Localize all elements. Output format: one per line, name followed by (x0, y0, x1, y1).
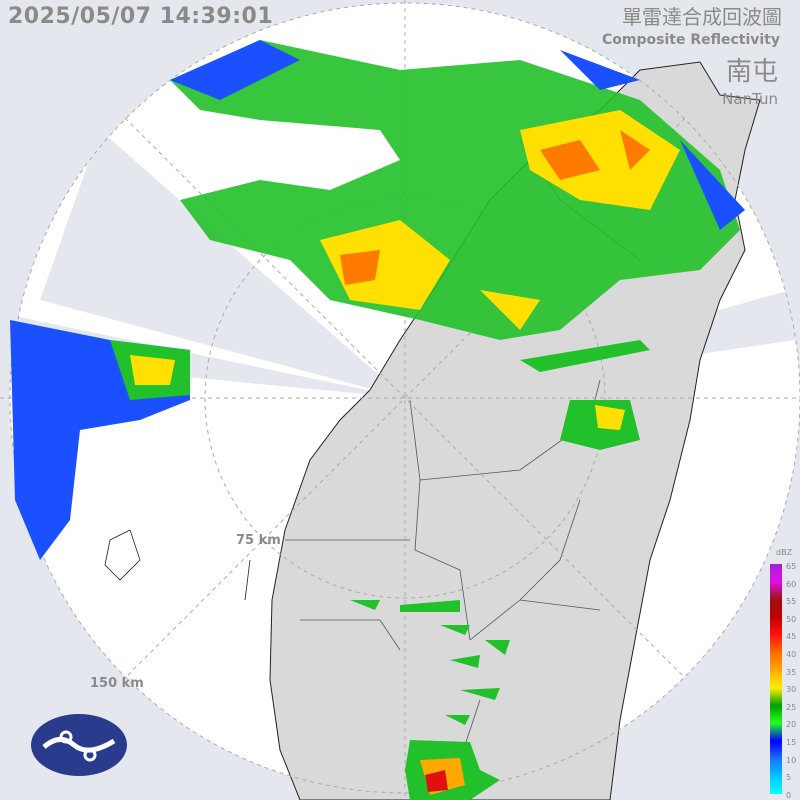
legend-tick: 35 (786, 667, 797, 677)
legend-tick: 15 (786, 738, 797, 747)
legend-tick: 40 (786, 650, 797, 659)
legend-tick: 60 (786, 579, 797, 589)
legend-tick: 45 (786, 632, 797, 642)
echo-north-blue (170, 40, 745, 230)
legend-tick: 20 (786, 720, 797, 730)
legend-tick: 55 (786, 597, 797, 607)
radar-echoes (10, 40, 745, 800)
ring-label-75km: 75 km (236, 533, 281, 548)
legend-tick: 0 (786, 790, 792, 800)
echo-west-yellow (130, 355, 175, 385)
cwa-logo (31, 714, 127, 776)
blocked-sector-nw (40, 130, 405, 398)
island-outlines (104, 529, 251, 601)
title-chinese: 單雷達合成回波圖 (622, 5, 782, 29)
legend-tick: 30 (786, 685, 797, 695)
echo-east-core (595, 405, 625, 430)
echo-south-red (425, 770, 448, 792)
station-name-chinese: 南屯 (725, 57, 778, 87)
echo-south (350, 600, 510, 725)
echo-north-orange (340, 130, 650, 285)
blocked-sector-w (10, 315, 405, 398)
legend-tick: 65 (786, 562, 797, 571)
legend-tick: 25 (786, 702, 797, 712)
legend-tick: 50 (786, 614, 797, 624)
station-name-english: NanTun (722, 90, 778, 108)
dbz-legend: dBZ 65 60 55 50 45 40 35 30 25 20 15 10 5 0 (768, 548, 800, 800)
legend-tick: 5 (786, 773, 792, 783)
legend-color-bar (770, 564, 782, 794)
title-english: Composite Reflectivity (602, 32, 780, 48)
legend-unit: dBZ (776, 548, 793, 557)
timestamp: 2025/05/07 14:39:01 (8, 4, 274, 29)
ring-label-150km: 150 km (90, 676, 144, 691)
legend-tick: 10 (786, 755, 797, 765)
